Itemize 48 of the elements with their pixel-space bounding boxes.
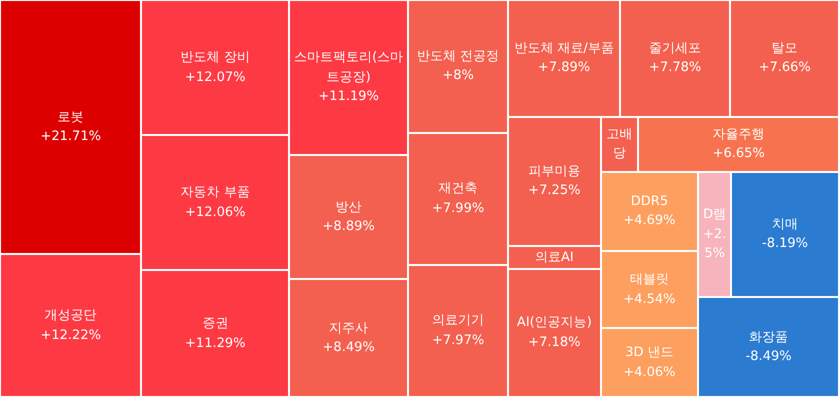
data-label: +11.29% [185,334,246,353]
category-label: 반도체 전공정 [417,48,500,66]
category-label: 태블릿 [630,271,669,290]
data-label: -8.49% [746,348,792,366]
category-label: 화장품 [749,328,788,347]
category-label: 의료기기 [432,312,484,330]
data-label: +7.99% [432,200,484,218]
data-label: +7.78% [649,59,702,78]
data-label: +8% [442,67,474,86]
category-label: 탈모 [772,40,798,58]
category-label: 반도체 재료/부품 [514,40,614,58]
category-label: 재건축 [438,180,478,198]
category-label: 자율주행 [712,126,765,144]
category-label: 개성공단 [44,307,97,325]
data-label: +7.66% [758,59,811,78]
category-label: 치매 [772,216,798,234]
data-label: +4.06% [623,364,676,382]
data-label: +6.65% [712,145,765,164]
data-label: +7.89% [538,59,590,78]
category-label: 자동차 부품 [180,184,250,202]
category-label: DDR5 [630,192,668,211]
category-label: 증권 [202,315,228,334]
data-label: +8.89% [322,218,375,236]
category-label: AI(인공지능) [516,314,592,332]
data-label: +4.54% [623,290,676,309]
data-label: +8.49% [322,339,375,357]
data-label: +4.69% [623,212,676,230]
data-label: +12.06% [185,204,246,222]
category-label: 방산 [336,198,362,217]
data-label: +11.19% [318,88,379,106]
category-label: 줄기세포 [649,40,702,58]
data-label: +12.22% [40,326,101,344]
category-label: 지주사 [329,320,368,338]
data-label: +7.25% [528,182,580,200]
category-label: 의료AI [534,248,574,267]
category-label: 고배당 [606,126,634,164]
data-label: +7.97% [432,332,484,350]
data-label: +21.71% [40,128,101,146]
data-label: +2.5% [702,226,728,264]
category-label: 반도체 장비 [180,49,250,68]
data-label: +12.07% [185,68,246,87]
category-label: 피부미용 [528,162,580,181]
category-label: D램 [703,206,726,224]
data-label: +7.18% [528,334,580,352]
category-label: 스마트팩토리(스마트공장) [293,49,404,87]
category-label: 3D 낸드 [625,344,674,362]
category-label: 로봇 [58,108,84,126]
data-label: -8.19% [762,235,808,254]
